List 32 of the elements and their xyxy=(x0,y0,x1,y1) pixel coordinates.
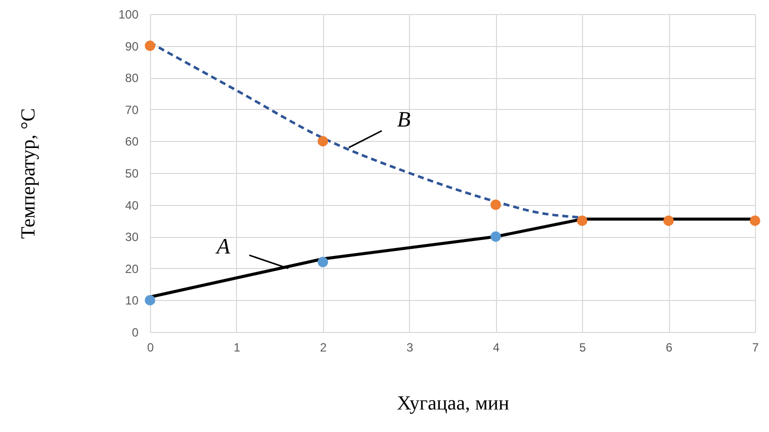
point xyxy=(318,256,328,268)
point xyxy=(663,215,674,226)
y-tick-label: 80 xyxy=(125,71,139,86)
point xyxy=(144,40,156,52)
x-tick-label: 2 xyxy=(320,340,328,354)
y-tick-label: 60 xyxy=(125,134,139,149)
point xyxy=(318,136,328,146)
y-tick-label: 90 xyxy=(125,39,139,54)
annotation: A xyxy=(214,233,231,258)
x-axis-title: Хугацаа, мин xyxy=(396,392,510,414)
y-tick-label: 0 xyxy=(132,326,139,340)
y-tick-label: 50 xyxy=(125,166,139,180)
x-tick-label: 4 xyxy=(492,340,500,354)
y-tick-label: 10 xyxy=(125,294,139,308)
y-tick-label: 100 xyxy=(118,8,139,22)
y-tick-label: 70 xyxy=(125,102,139,117)
y-axis-title: Температур, °C xyxy=(17,108,40,239)
point xyxy=(144,294,156,306)
point xyxy=(576,215,588,226)
y-tick-label: 40 xyxy=(125,198,139,212)
x-tick-label: 6 xyxy=(666,340,673,354)
x-tick-label: 3 xyxy=(406,340,414,354)
point xyxy=(490,200,501,210)
point xyxy=(750,215,760,226)
annotation: B xyxy=(397,106,411,132)
x-tick-label: 1 xyxy=(234,340,241,354)
x-tick-label: 5 xyxy=(579,340,586,354)
x-tick-label: 0 xyxy=(147,340,154,354)
x-tick-label: 7 xyxy=(752,340,760,354)
y-tick-label: 20 xyxy=(125,262,139,276)
y-tick-label: 30 xyxy=(125,230,139,244)
point xyxy=(490,231,501,242)
